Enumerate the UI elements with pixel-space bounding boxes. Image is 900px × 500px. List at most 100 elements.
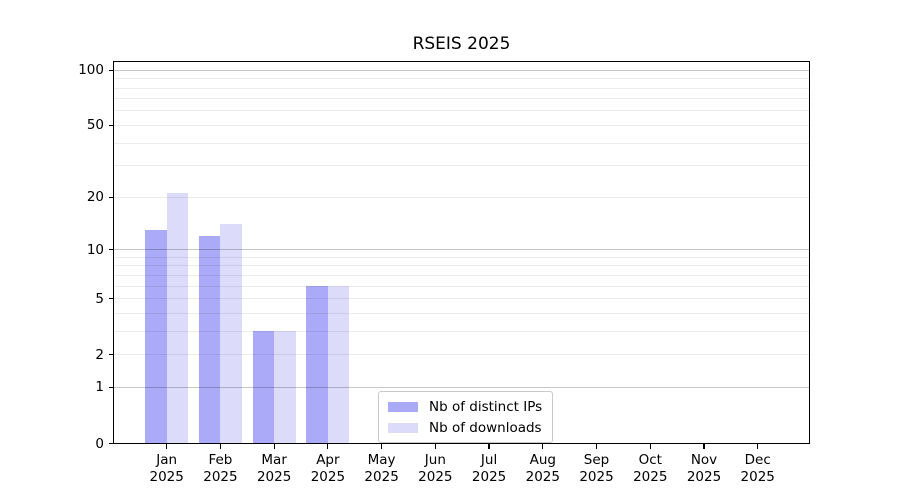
x-tick-year: 2025 xyxy=(310,469,346,486)
x-tick-month: Oct xyxy=(638,451,662,468)
gridline-minor xyxy=(113,165,810,167)
x-tick-month: Mar xyxy=(261,451,287,468)
bar-downloads-feb xyxy=(220,224,242,444)
gridline-minor xyxy=(113,285,810,287)
x-tick-year: 2025 xyxy=(418,469,453,486)
y-tick-mark xyxy=(108,124,113,127)
y-tick-mark xyxy=(108,354,113,356)
x-tick-month: Jul xyxy=(480,451,498,468)
x-tick-month: Feb xyxy=(208,451,233,468)
x-tick-mark xyxy=(327,443,329,449)
x-tick-month: Sep xyxy=(583,451,610,468)
x-tick-label: Jan 2025 xyxy=(140,452,194,488)
x-tick-mark xyxy=(595,443,598,449)
y-tick-label: 50 xyxy=(86,117,104,134)
gridline-minor xyxy=(113,142,810,144)
x-tick-label: Apr 2025 xyxy=(301,452,355,488)
bar-distinct-ips-jan xyxy=(145,230,167,444)
y-tick-label: 20 xyxy=(86,189,104,206)
bar-distinct-ips-mar xyxy=(252,331,275,444)
y-tick-mark xyxy=(108,69,113,71)
x-tick-year: 2025 xyxy=(525,469,560,486)
x-tick-mark xyxy=(273,443,275,449)
y-tick-label: 10 xyxy=(86,241,104,258)
gridline-minor xyxy=(113,265,810,267)
x-tick-mark xyxy=(166,443,168,449)
x-tick-label: Jun 2025 xyxy=(408,452,462,488)
x-tick-year: 2025 xyxy=(203,469,238,486)
x-tick-label: Aug 2025 xyxy=(516,452,570,488)
x-tick-mark xyxy=(649,443,651,449)
bar-downloads-mar xyxy=(274,331,296,444)
legend-item-downloads: Nb of downloads xyxy=(388,418,542,437)
x-tick-mark xyxy=(381,443,383,449)
x-tick-mark xyxy=(703,443,705,449)
gridline-minor xyxy=(113,98,810,100)
gridline-minor xyxy=(113,274,810,276)
x-tick-label: Oct 2025 xyxy=(623,452,677,488)
bar-downloads-apr xyxy=(327,286,350,444)
gridline-minor xyxy=(113,256,810,258)
legend-swatch-distinct-ips-icon xyxy=(388,401,418,412)
y-tick-mark xyxy=(108,297,113,300)
bar-downloads-jan xyxy=(166,193,189,444)
x-tick-year: 2025 xyxy=(471,469,507,486)
x-tick-mark xyxy=(434,443,436,449)
gridline-major xyxy=(113,249,810,251)
y-tick-label: 2 xyxy=(95,346,104,363)
x-tick-month: Jan xyxy=(156,451,178,468)
y-tick-mark xyxy=(108,248,113,251)
x-tick-label: Mar 2025 xyxy=(247,452,301,488)
y-tick-mark xyxy=(108,442,113,445)
gridline-minor xyxy=(113,110,810,112)
gridline-minor xyxy=(113,87,810,89)
legend-swatch-downloads-icon xyxy=(388,422,418,433)
y-tick-label: 0 xyxy=(95,435,104,452)
x-tick-month: Aug xyxy=(529,451,556,468)
x-tick-year: 2025 xyxy=(579,469,614,486)
x-tick-mark xyxy=(542,443,544,449)
gridline-major xyxy=(113,69,810,71)
gridline-minor xyxy=(113,312,810,314)
x-tick-mark xyxy=(757,443,759,449)
chart-title: RSEIS 2025 xyxy=(412,34,511,54)
x-tick-month: May xyxy=(367,451,396,468)
gridline-minor xyxy=(113,354,810,356)
x-tick-year: 2025 xyxy=(256,469,292,486)
x-tick-mark xyxy=(219,443,222,449)
gridline-minor xyxy=(113,330,810,332)
x-tick-year: 2025 xyxy=(686,469,722,486)
x-tick-month: Dec xyxy=(744,451,771,468)
y-tick-mark xyxy=(108,386,113,389)
y-tick-label: 100 xyxy=(78,62,104,79)
x-tick-mark xyxy=(488,443,490,449)
y-tick-label: 5 xyxy=(95,290,104,307)
x-tick-year: 2025 xyxy=(740,469,775,486)
legend: Nb of distinct IPs Nb of downloads xyxy=(378,391,554,443)
bar-distinct-ips-apr xyxy=(306,286,328,444)
x-tick-year: 2025 xyxy=(149,469,184,486)
legend-item-distinct-ips: Nb of distinct IPs xyxy=(388,397,542,416)
gridline-minor xyxy=(113,124,810,126)
legend-label-downloads: Nb of downloads xyxy=(429,419,542,436)
y-tick-mark xyxy=(108,196,113,198)
x-tick-label: Sep 2025 xyxy=(570,452,624,488)
legend-label-distinct-ips: Nb of distinct IPs xyxy=(429,398,543,415)
gridline-minor xyxy=(113,298,810,300)
x-tick-month: Apr xyxy=(316,451,340,468)
gridline-major xyxy=(113,386,810,388)
x-tick-label: Dec 2025 xyxy=(731,452,785,488)
y-tick-label: 1 xyxy=(95,379,104,396)
x-tick-year: 2025 xyxy=(364,469,399,486)
gridline-minor xyxy=(113,196,810,198)
x-tick-label: May 2025 xyxy=(355,452,409,488)
x-tick-label: Jul 2025 xyxy=(462,452,516,488)
bar-distinct-ips-feb xyxy=(198,236,221,444)
x-tick-label: Nov 2025 xyxy=(677,452,731,488)
gridline-minor xyxy=(113,78,810,80)
x-tick-label: Feb 2025 xyxy=(193,452,247,488)
plot-area: 0 1 2 5 10 20 50 100 Jan 2025 Feb 2025 Mar 2025 Apr 202… xyxy=(78,60,810,485)
x-tick-month: Nov xyxy=(690,451,718,468)
x-tick-month: Jun xyxy=(424,451,446,468)
